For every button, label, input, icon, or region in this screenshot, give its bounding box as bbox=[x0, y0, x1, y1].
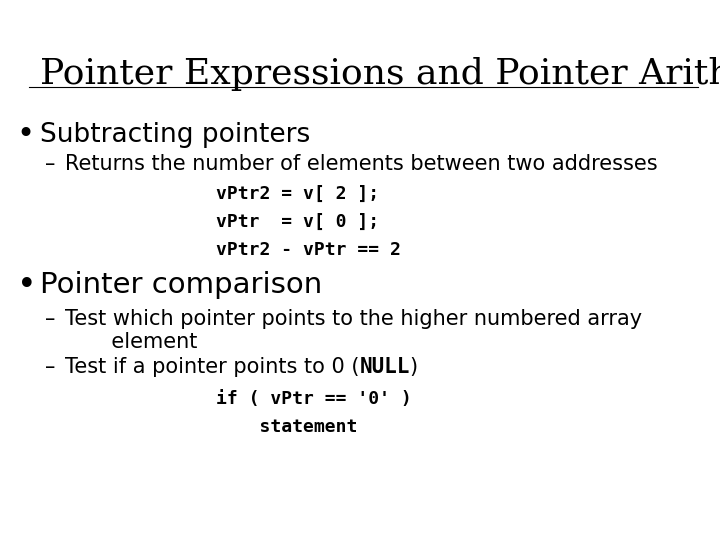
Text: if ( vPtr == '0' ): if ( vPtr == '0' ) bbox=[216, 390, 412, 408]
Text: Subtracting pointers: Subtracting pointers bbox=[40, 122, 310, 147]
Text: –: – bbox=[45, 309, 55, 329]
Text: vPtr  = v[ 0 ];: vPtr = v[ 0 ]; bbox=[216, 213, 379, 231]
Text: •: • bbox=[17, 120, 35, 149]
Text: Returns the number of elements between two addresses: Returns the number of elements between t… bbox=[65, 154, 657, 174]
Text: NULL: NULL bbox=[359, 357, 410, 377]
Text: statement: statement bbox=[216, 418, 357, 436]
Text: vPtr2 = v[ 2 ];: vPtr2 = v[ 2 ]; bbox=[216, 185, 379, 202]
Text: vPtr2 - vPtr == 2: vPtr2 - vPtr == 2 bbox=[216, 241, 401, 259]
Text: ): ) bbox=[410, 357, 418, 377]
Text: –: – bbox=[45, 357, 55, 377]
Text: Pointer Expressions and Pointer Arithmetic: Pointer Expressions and Pointer Arithmet… bbox=[40, 57, 720, 91]
Text: Test if a pointer points to 0 (: Test if a pointer points to 0 ( bbox=[65, 357, 359, 377]
Text: Test which pointer points to the higher numbered array
       element: Test which pointer points to the higher … bbox=[65, 309, 642, 352]
Text: •: • bbox=[17, 269, 36, 302]
Text: –: – bbox=[45, 154, 55, 174]
Text: Pointer comparison: Pointer comparison bbox=[40, 271, 322, 299]
